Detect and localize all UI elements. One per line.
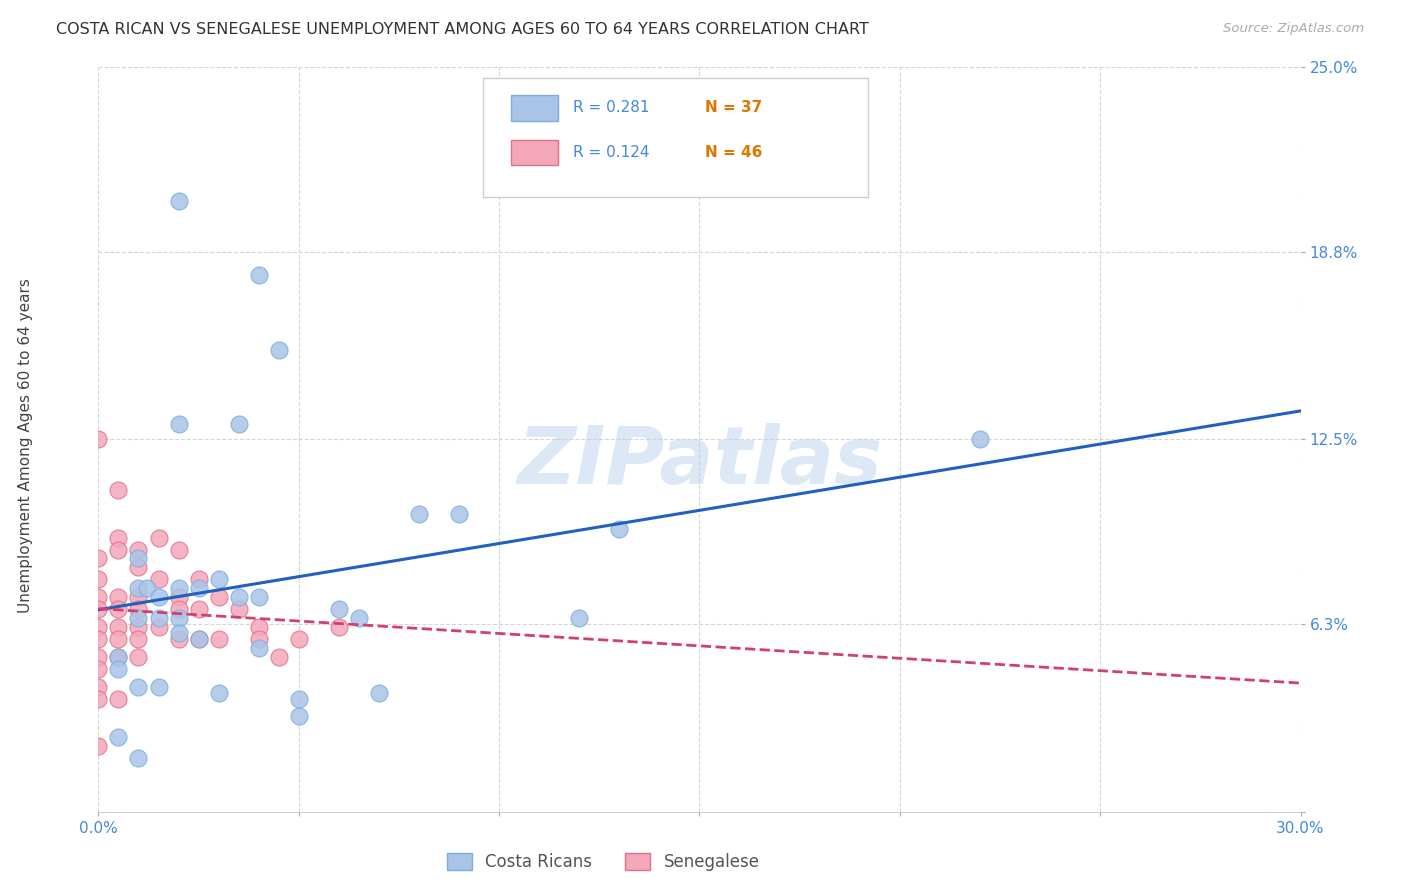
Point	[408, 507, 430, 521]
Text: R = 0.124: R = 0.124	[574, 145, 650, 160]
Point	[128, 551, 150, 566]
Point	[187, 572, 209, 586]
Point	[288, 691, 311, 706]
Point	[267, 343, 290, 357]
Point	[107, 620, 129, 634]
FancyBboxPatch shape	[510, 140, 558, 165]
Point	[167, 626, 190, 640]
Point	[107, 591, 129, 605]
Point	[167, 611, 190, 625]
Point	[187, 582, 209, 596]
Point	[128, 611, 150, 625]
Point	[87, 739, 110, 754]
Point	[167, 591, 190, 605]
Text: R = 0.281: R = 0.281	[574, 101, 650, 115]
Point	[447, 507, 470, 521]
Point	[107, 531, 129, 545]
Point	[107, 730, 129, 744]
Point	[347, 611, 370, 625]
Point	[107, 632, 129, 646]
Point	[208, 632, 231, 646]
Text: Unemployment Among Ages 60 to 64 years: Unemployment Among Ages 60 to 64 years	[18, 278, 32, 614]
Point	[148, 591, 170, 605]
Text: N = 46: N = 46	[706, 145, 763, 160]
Point	[87, 649, 110, 664]
Point	[107, 483, 129, 497]
Point	[247, 632, 270, 646]
Point	[87, 632, 110, 646]
Point	[87, 620, 110, 634]
Point	[208, 685, 231, 699]
Point	[107, 691, 129, 706]
Point	[167, 632, 190, 646]
Text: Source: ZipAtlas.com: Source: ZipAtlas.com	[1223, 22, 1364, 36]
Text: N = 37: N = 37	[706, 101, 762, 115]
Point	[128, 602, 150, 616]
Point	[167, 582, 190, 596]
Point	[128, 632, 150, 646]
Point	[288, 709, 311, 723]
Point	[148, 531, 170, 545]
Point	[247, 591, 270, 605]
Point	[208, 591, 231, 605]
Point	[228, 602, 250, 616]
Point	[87, 680, 110, 694]
Point	[135, 582, 157, 596]
Point	[107, 602, 129, 616]
Point	[107, 649, 129, 664]
Legend: Costa Ricans, Senegalese: Costa Ricans, Senegalese	[440, 847, 766, 878]
Point	[107, 542, 129, 557]
Point	[167, 542, 190, 557]
Point	[187, 632, 209, 646]
Point	[148, 680, 170, 694]
Point	[187, 632, 209, 646]
Point	[568, 611, 591, 625]
Point	[87, 551, 110, 566]
Point	[128, 620, 150, 634]
Point	[288, 632, 311, 646]
Point	[148, 611, 170, 625]
Point	[208, 572, 231, 586]
Point	[87, 572, 110, 586]
Point	[107, 662, 129, 676]
Point	[128, 680, 150, 694]
Point	[128, 560, 150, 574]
Point	[609, 522, 631, 536]
Point	[247, 620, 270, 634]
Point	[148, 620, 170, 634]
Point	[969, 433, 991, 447]
Point	[187, 602, 209, 616]
Point	[87, 602, 110, 616]
Point	[167, 194, 190, 208]
Point	[267, 649, 290, 664]
Point	[228, 591, 250, 605]
Point	[328, 620, 350, 634]
FancyBboxPatch shape	[484, 78, 868, 197]
Point	[107, 649, 129, 664]
Point	[128, 649, 150, 664]
Point	[87, 662, 110, 676]
Point	[87, 433, 110, 447]
Point	[247, 268, 270, 283]
Text: ZIPatlas: ZIPatlas	[517, 423, 882, 500]
Point	[328, 602, 350, 616]
Point	[167, 417, 190, 432]
Point	[247, 640, 270, 655]
Point	[87, 691, 110, 706]
Point	[128, 591, 150, 605]
Point	[167, 602, 190, 616]
Point	[228, 417, 250, 432]
FancyBboxPatch shape	[510, 95, 558, 120]
Point	[128, 582, 150, 596]
Point	[148, 572, 170, 586]
Point	[368, 685, 391, 699]
Point	[128, 751, 150, 765]
Point	[87, 591, 110, 605]
Point	[128, 542, 150, 557]
Text: COSTA RICAN VS SENEGALESE UNEMPLOYMENT AMONG AGES 60 TO 64 YEARS CORRELATION CHA: COSTA RICAN VS SENEGALESE UNEMPLOYMENT A…	[56, 22, 869, 37]
